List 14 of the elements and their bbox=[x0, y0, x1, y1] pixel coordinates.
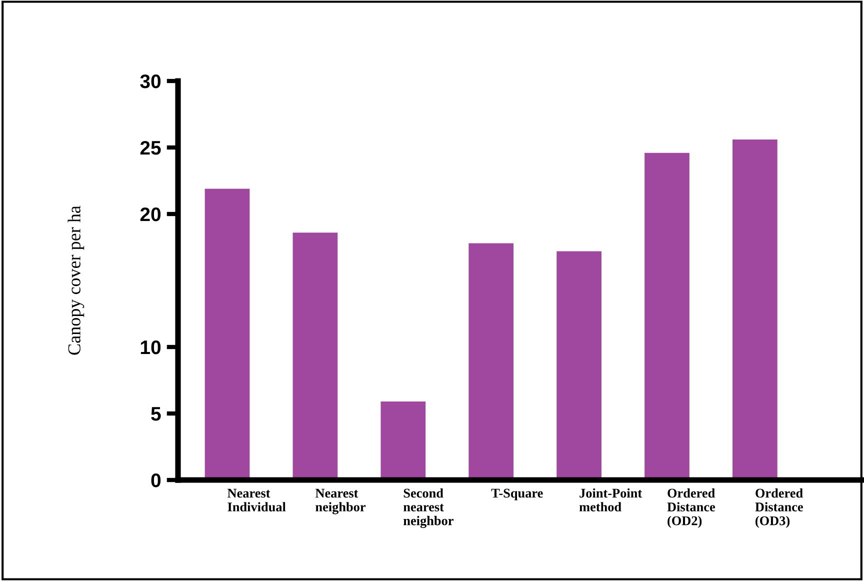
x-tick-label: Ordered Distance (OD3) bbox=[755, 488, 803, 528]
x-tick-label: Joint-Point method bbox=[579, 488, 642, 512]
y-tick-label: 20 bbox=[140, 207, 161, 222]
y-tick-label: 5 bbox=[151, 407, 161, 421]
y-tick-label: 0 bbox=[151, 473, 161, 488]
y-axis-title: Canopy cover per ha bbox=[68, 206, 84, 355]
y-tick-label: 10 bbox=[140, 340, 161, 354]
x-tick-label: Ordered Distance (OD2) bbox=[667, 488, 716, 528]
x-tick-label: Nearest neighbor bbox=[315, 488, 366, 514]
x-tick-label: Nearest Individual bbox=[228, 488, 286, 512]
x-tick-label: Second nearest neighbor bbox=[404, 488, 454, 528]
y-tick-label: 30 bbox=[140, 74, 161, 88]
y-tick-label: 25 bbox=[140, 140, 161, 155]
x-tick-label: T-Square bbox=[491, 488, 543, 500]
